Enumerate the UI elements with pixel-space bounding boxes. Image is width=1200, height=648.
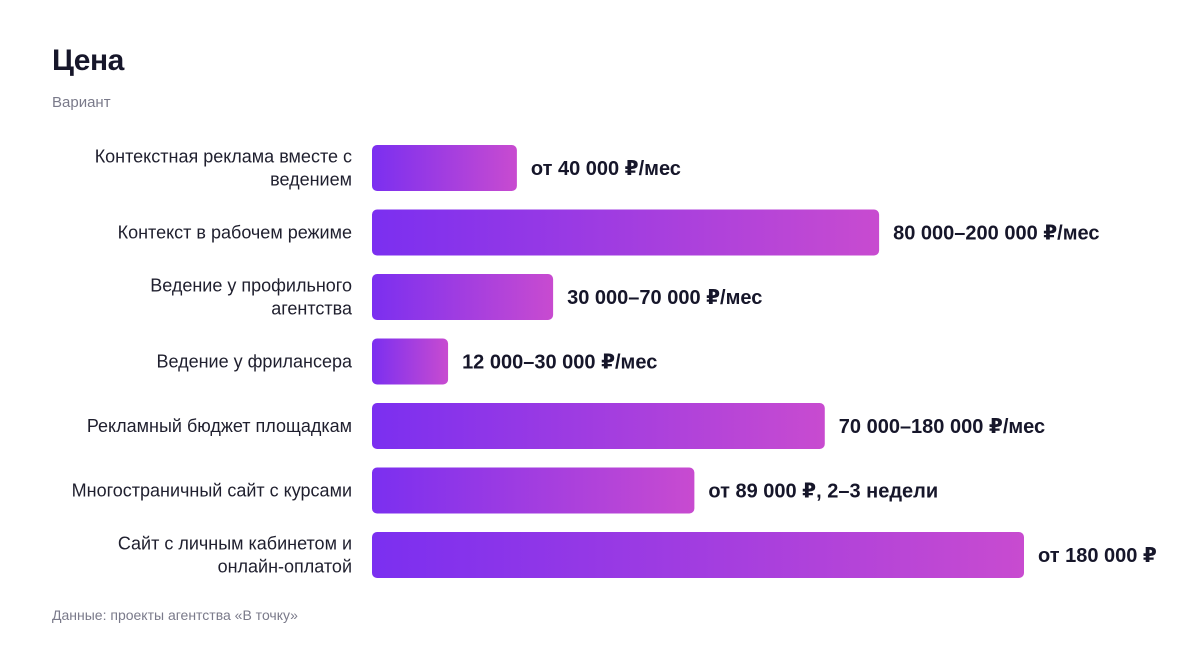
- bar: [372, 145, 517, 191]
- chart-subtitle: Вариант: [52, 94, 111, 111]
- category-label: Контекст в рабочем режиме: [118, 223, 352, 243]
- bar: [372, 209, 880, 256]
- bar: [372, 467, 695, 514]
- bar-value-label: 30 000–70 000 ₽/мес: [567, 287, 762, 309]
- category-label: Контекстная реклама вместе с ведением: [95, 147, 352, 190]
- bars-layer: от 40 000 ₽/мес Контекстная реклама вмест…: [72, 145, 1157, 578]
- category-label: Сайт с личным кабинетом и онлайн-оплатой: [118, 534, 352, 577]
- bar: [372, 403, 825, 449]
- bar-value-label: от 40 000 ₽/мес: [531, 158, 681, 180]
- category-label: Рекламный бюджет площадкам: [87, 416, 352, 436]
- bar: [372, 532, 1024, 578]
- category-label: Многостраничный сайт с курсами: [72, 481, 352, 501]
- category-label: Ведение у профильного агентства: [150, 276, 353, 319]
- bar-value-label: от 180 000 ₽: [1038, 545, 1157, 567]
- bar-value-label: от 89 000 ₽, 2–3 недели: [708, 481, 938, 503]
- bar: [372, 274, 554, 320]
- data-source-note: Данные: проекты агентства «В точку»: [52, 607, 298, 623]
- bar-value-label: 80 000–200 000 ₽/мес: [893, 223, 1099, 245]
- category-label: Ведение у фрилансера: [156, 352, 352, 372]
- bar-value-label: 70 000–180 000 ₽/мес: [839, 416, 1045, 438]
- bar-value-label: 12 000–30 000 ₽/мес: [462, 352, 657, 374]
- chart-title: Цена: [52, 44, 124, 77]
- bar: [372, 338, 449, 385]
